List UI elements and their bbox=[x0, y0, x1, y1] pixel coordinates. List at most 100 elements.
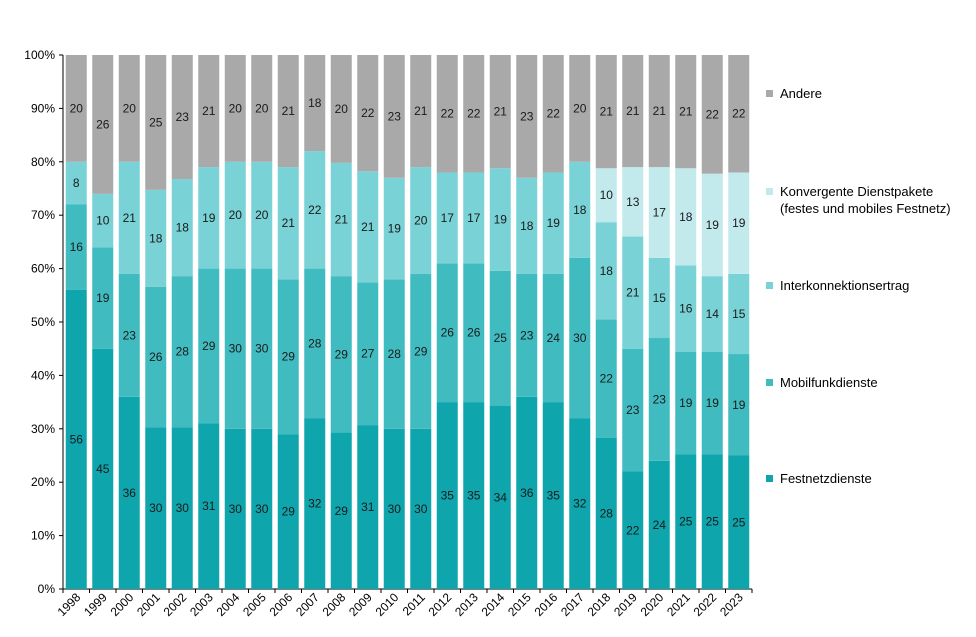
legend-swatch bbox=[766, 188, 773, 195]
bar-segment bbox=[489, 55, 511, 169]
data-label: 17 bbox=[653, 206, 667, 220]
bar-segment bbox=[198, 423, 220, 589]
legend-label: Interkonnektionsertrag bbox=[780, 278, 909, 293]
data-label: 22 bbox=[600, 372, 614, 386]
bar-segment bbox=[622, 471, 644, 589]
data-label: 29 bbox=[282, 505, 296, 519]
bar-segment bbox=[569, 418, 591, 589]
bar-segment bbox=[118, 161, 140, 274]
data-label: 17 bbox=[441, 211, 455, 225]
data-label: 21 bbox=[335, 213, 349, 227]
bar-segment bbox=[728, 172, 750, 274]
data-label: 28 bbox=[308, 336, 322, 350]
bar-segment bbox=[383, 428, 405, 589]
bar-segment bbox=[569, 161, 591, 258]
legend-item: Festnetzdienste bbox=[766, 471, 872, 486]
legend: Andere Konvergente Dienstpakete (festes un… bbox=[766, 86, 951, 486]
bar-segment bbox=[92, 193, 114, 248]
x-tick-label: 1998 bbox=[55, 590, 84, 619]
bar-segment bbox=[92, 55, 114, 194]
bar-segment bbox=[595, 437, 617, 589]
data-label: 25 bbox=[494, 331, 508, 345]
data-label: 21 bbox=[626, 104, 640, 118]
bar-segment bbox=[357, 425, 379, 589]
data-label: 29 bbox=[414, 344, 428, 358]
bar-segment bbox=[701, 351, 723, 455]
legend-swatch bbox=[766, 475, 773, 482]
legend-label: Festnetzdienste bbox=[780, 471, 872, 486]
bar-segment bbox=[410, 167, 432, 274]
legend-item: Interkonnektionsertrag bbox=[766, 278, 909, 293]
data-label: 19 bbox=[732, 398, 746, 412]
bar-segment bbox=[65, 161, 87, 205]
legend-swatch bbox=[766, 90, 773, 97]
bar-segment bbox=[277, 167, 299, 280]
x-tick-label: 2012 bbox=[426, 590, 455, 619]
data-label: 20 bbox=[255, 208, 269, 222]
x-tick-label: 2021 bbox=[664, 590, 693, 619]
data-labels-layer: 56 16 8 20 45 19 10 26 36 23 21 20 30 26 18 25 30 28 18 23 3… bbox=[70, 96, 746, 537]
data-label: 25 bbox=[679, 515, 693, 529]
bar-segment bbox=[675, 454, 697, 589]
x-tick-label: 1999 bbox=[81, 590, 110, 619]
data-label: 21 bbox=[282, 104, 296, 118]
bar-segment bbox=[463, 263, 485, 403]
data-label: 15 bbox=[653, 291, 667, 305]
data-label: 23 bbox=[520, 328, 534, 342]
y-tick-label: 80% bbox=[31, 155, 55, 169]
data-label: 23 bbox=[388, 109, 402, 123]
bar-segment bbox=[516, 55, 538, 178]
bar-segment bbox=[357, 282, 379, 426]
data-label: 56 bbox=[70, 432, 84, 446]
data-label: 26 bbox=[96, 117, 110, 131]
data-label: 24 bbox=[653, 518, 667, 532]
data-label: 34 bbox=[494, 490, 508, 504]
data-label: 22 bbox=[547, 107, 561, 121]
bar-segment bbox=[648, 460, 670, 589]
x-tick-label: 2017 bbox=[558, 590, 587, 619]
data-label: 20 bbox=[229, 101, 243, 115]
data-label: 30 bbox=[255, 502, 269, 516]
bar-segment bbox=[224, 55, 246, 162]
data-label: 30 bbox=[255, 342, 269, 356]
x-tick-label: 2007 bbox=[293, 590, 322, 619]
bar-segment bbox=[224, 428, 246, 589]
data-label: 21 bbox=[282, 216, 296, 230]
legend-label: (festes und mobiles Festnetz) bbox=[780, 201, 951, 216]
data-label: 28 bbox=[600, 506, 614, 520]
data-label: 23 bbox=[653, 392, 667, 406]
data-label: 23 bbox=[176, 110, 190, 124]
data-label: 21 bbox=[653, 104, 667, 118]
bar-segment bbox=[648, 55, 670, 168]
x-tick-label: 2008 bbox=[320, 590, 349, 619]
data-label: 22 bbox=[361, 106, 375, 120]
data-label: 27 bbox=[361, 347, 375, 361]
bar-segment bbox=[251, 161, 273, 269]
data-label: 20 bbox=[335, 102, 349, 116]
bar-segment bbox=[224, 161, 246, 269]
bar-segment bbox=[65, 204, 87, 290]
data-label: 22 bbox=[626, 523, 640, 537]
data-label: 30 bbox=[149, 501, 163, 515]
bar-segment bbox=[118, 273, 140, 397]
data-label: 19 bbox=[202, 211, 216, 225]
bar-segment bbox=[436, 172, 458, 264]
legend-item: Andere bbox=[766, 86, 822, 101]
bar-segment bbox=[251, 55, 273, 162]
data-label: 14 bbox=[706, 307, 720, 321]
data-label: 35 bbox=[441, 489, 455, 503]
bar-segment bbox=[436, 263, 458, 403]
data-label: 17 bbox=[467, 211, 481, 225]
data-label: 45 bbox=[96, 462, 110, 476]
bar-segment bbox=[383, 177, 405, 280]
data-label: 32 bbox=[308, 497, 322, 511]
bar-segment bbox=[410, 428, 432, 589]
y-tick-label: 10% bbox=[31, 529, 55, 543]
data-label: 28 bbox=[176, 345, 190, 359]
bar-segment bbox=[489, 270, 511, 406]
bar-segment bbox=[198, 167, 220, 269]
data-label: 29 bbox=[335, 347, 349, 361]
bar-segment bbox=[675, 55, 697, 169]
data-label: 30 bbox=[573, 331, 587, 345]
data-label: 21 bbox=[414, 104, 428, 118]
